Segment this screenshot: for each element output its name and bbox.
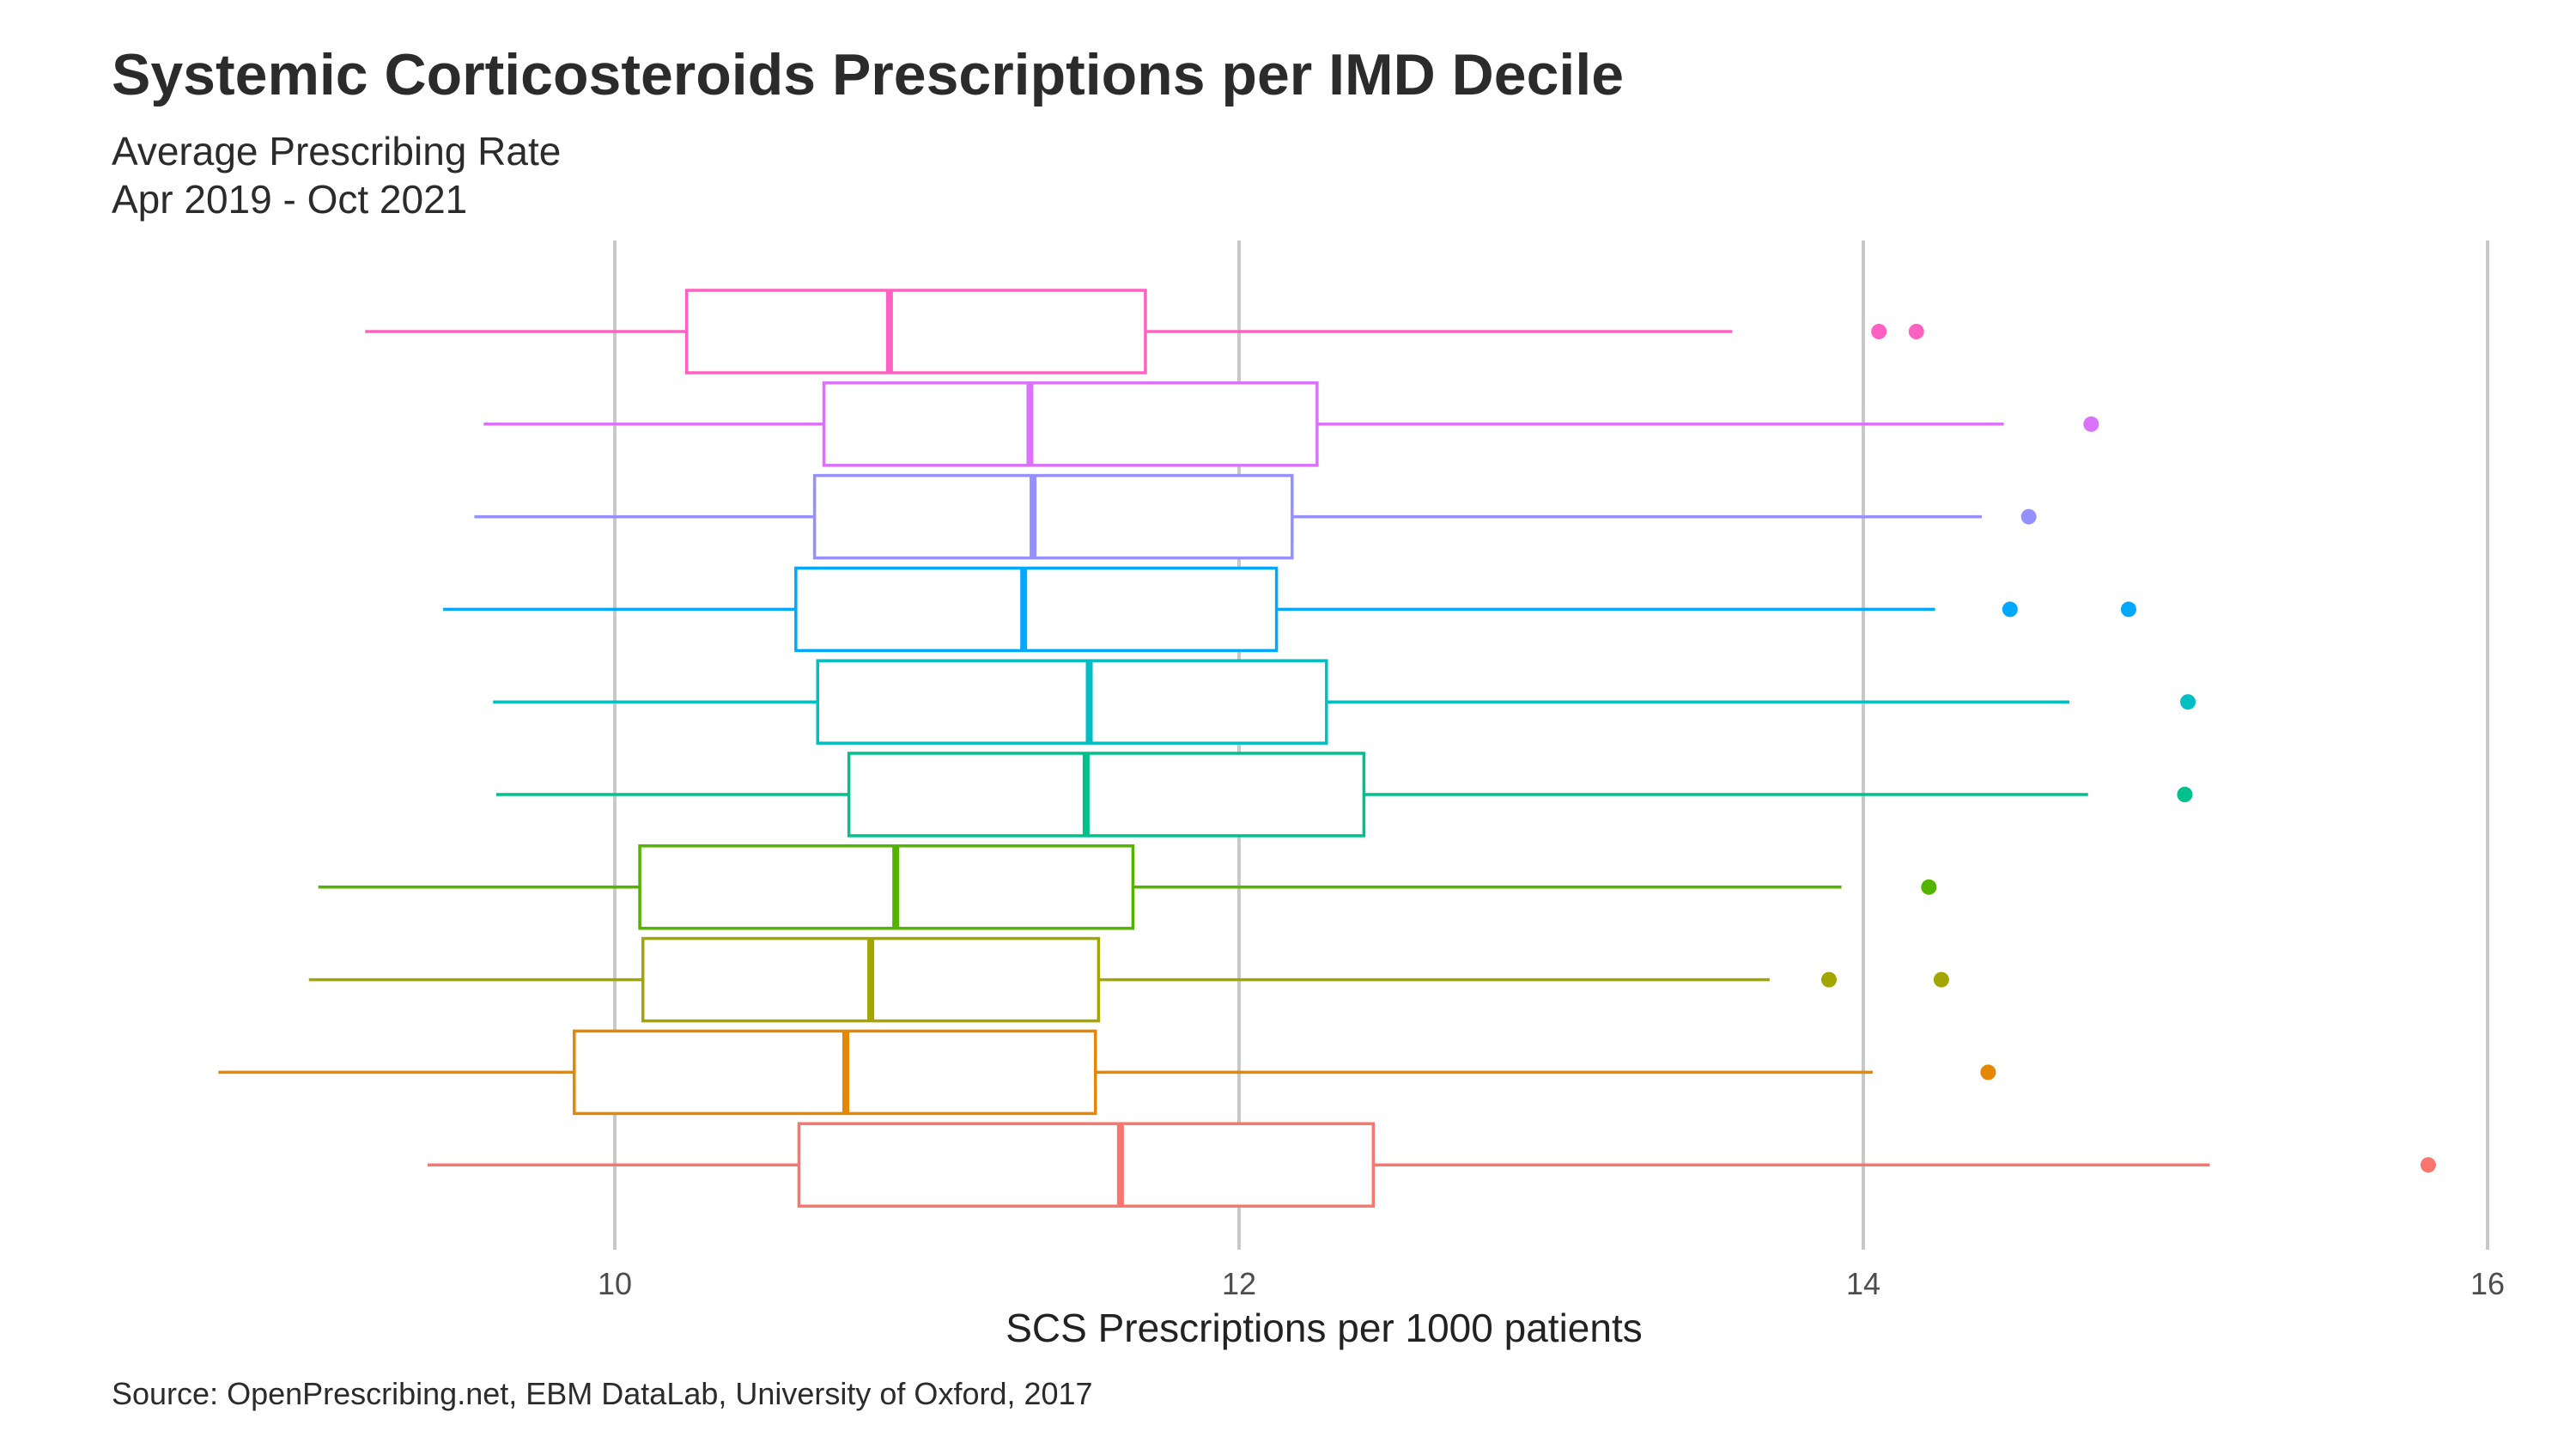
outlier-point	[1871, 324, 1887, 339]
x-tick-label: 16	[2470, 1266, 2505, 1301]
box-iqr	[794, 566, 1279, 653]
x-tick-label: 14	[1846, 1266, 1880, 1301]
outlier-point	[1921, 879, 1937, 895]
chart-subtitle: Average Prescribing Rate Apr 2019 - Oct …	[112, 127, 561, 223]
box-iqr	[638, 844, 1135, 930]
chart-caption: Source: OpenPrescribing.net, EBM DataLab…	[112, 1376, 1093, 1411]
box-row	[483, 381, 2099, 467]
box-iqr	[816, 659, 1328, 745]
outlier-point	[1908, 324, 1924, 339]
subtitle-line-2: Apr 2019 - Oct 2021	[112, 177, 468, 222]
x-tick-labels: 10 12 14 16	[598, 1266, 2505, 1301]
box-row	[495, 752, 2193, 837]
box-row	[308, 936, 1949, 1023]
box-row	[427, 1122, 2436, 1208]
boxes-layer	[218, 289, 2436, 1208]
box-row	[365, 289, 1924, 374]
box-iqr	[797, 1122, 1376, 1208]
box-row	[318, 844, 1937, 930]
box-row	[218, 1029, 1996, 1116]
x-axis-title: SCS Prescriptions per 1000 patients	[1005, 1306, 1643, 1350]
box-iqr	[822, 381, 1319, 467]
outlier-point	[2083, 416, 2099, 432]
box-iqr	[572, 1029, 1097, 1116]
box-iqr	[847, 752, 1366, 837]
subtitle-line-1: Average Prescribing Rate	[112, 129, 562, 174]
outlier-point	[1980, 1064, 1996, 1081]
x-tick-label: 12	[1222, 1266, 1256, 1301]
box-iqr	[812, 473, 1294, 560]
outlier-point	[1933, 971, 1949, 988]
outlier-point	[2020, 508, 2037, 525]
x-tick-label: 10	[598, 1266, 632, 1301]
outlier-point	[2002, 601, 2018, 618]
outlier-point	[2177, 787, 2193, 802]
outlier-point	[2180, 694, 2196, 710]
outlier-point	[1821, 971, 1838, 988]
box-row	[443, 566, 2136, 653]
outlier-point	[2120, 601, 2136, 618]
box-iqr	[684, 289, 1147, 374]
box-row	[474, 473, 2037, 560]
outlier-point	[2420, 1157, 2436, 1173]
chart-title: Systemic Corticosteroids Prescriptions p…	[112, 42, 1625, 107]
box-row	[493, 659, 2196, 745]
